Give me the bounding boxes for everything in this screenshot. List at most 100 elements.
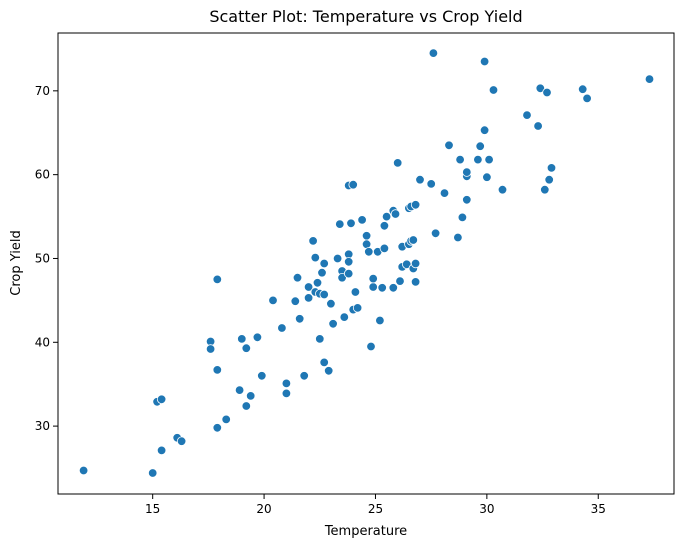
data-point-34: [315, 334, 325, 344]
data-point-38: [319, 258, 329, 269]
data-point-24: [290, 296, 301, 306]
data-point-30: [308, 236, 318, 246]
data-point-29: [303, 293, 314, 303]
data-point-92: [444, 140, 454, 151]
data-point-46: [337, 273, 347, 283]
data-point-41: [326, 299, 336, 309]
data-point-8: [205, 344, 216, 354]
data-point-4: [156, 445, 167, 456]
data-point-65: [375, 315, 385, 326]
data-point-11: [212, 423, 223, 433]
data-point-61: [366, 341, 376, 352]
data-point-19: [257, 371, 267, 381]
data-point-104: [484, 154, 494, 165]
data-point-50: [344, 257, 354, 267]
y-tick-label: 30: [35, 419, 50, 433]
data-point-90: [430, 228, 441, 239]
data-point-27: [299, 371, 309, 381]
x-tick-label: 35: [591, 502, 606, 516]
data-point-12: [221, 414, 231, 425]
data-point-88: [426, 179, 436, 189]
data-point-18: [252, 332, 263, 343]
data-point-25: [292, 273, 303, 283]
data-points: [78, 48, 655, 478]
data-point-47: [339, 312, 350, 322]
data-point-98: [462, 167, 472, 177]
data-point-108: [533, 121, 543, 131]
data-point-60: [364, 247, 374, 257]
data-point-95: [457, 212, 468, 223]
x-tick-label: 20: [256, 502, 271, 516]
data-point-17: [245, 391, 256, 401]
data-point-93: [453, 232, 463, 243]
data-point-87: [415, 174, 425, 185]
data-point-51: [344, 268, 354, 279]
data-point-116: [644, 74, 655, 84]
data-point-99: [473, 154, 483, 165]
data-point-67: [379, 243, 390, 254]
x-tick-label: 15: [145, 502, 160, 516]
y-tick-label: 40: [35, 335, 50, 349]
data-point-33: [312, 278, 323, 288]
data-point-23: [281, 388, 292, 399]
data-point-37: [319, 357, 329, 368]
chart-title: Scatter Plot: Temperature vs Crop Yield: [209, 7, 522, 26]
data-point-89: [428, 48, 439, 58]
y-axis-label: Crop Yield: [9, 230, 24, 295]
data-point-84: [410, 200, 421, 210]
data-point-70: [388, 283, 399, 293]
x-axis-ticks: 15 20 25 30 35: [145, 494, 606, 516]
data-point-56: [352, 303, 363, 313]
data-point-96: [462, 195, 472, 205]
data-point-62: [368, 282, 378, 292]
data-point-28: [303, 282, 314, 292]
data-point-13: [234, 385, 245, 395]
data-point-110: [540, 184, 550, 195]
data-point-63: [368, 273, 378, 284]
data-point-36: [317, 268, 327, 278]
data-point-15: [241, 343, 252, 353]
data-point-40: [324, 366, 334, 376]
data-point-20: [268, 295, 278, 306]
x-tick-label: 30: [479, 502, 494, 516]
data-point-85: [410, 258, 421, 269]
data-point-58: [361, 231, 372, 241]
data-point-102: [479, 56, 490, 67]
data-point-10: [212, 274, 223, 285]
data-point-52: [346, 218, 356, 229]
data-point-26: [295, 314, 305, 324]
data-point-101: [479, 125, 490, 135]
data-point-94: [455, 154, 465, 165]
data-point-86: [410, 277, 421, 287]
data-point-73: [393, 158, 403, 168]
data-point-112: [544, 174, 554, 185]
data-point-83: [408, 235, 419, 245]
data-point-72: [390, 209, 401, 219]
data-point-21: [277, 323, 287, 333]
data-point-114: [578, 84, 588, 94]
data-point-22: [281, 378, 292, 389]
data-point-107: [522, 110, 532, 120]
data-point-105: [488, 85, 499, 95]
y-axis-ticks: 30 40 50 60 70: [35, 84, 58, 433]
data-point-9: [212, 365, 223, 375]
data-point-16: [241, 401, 252, 411]
y-tick-label: 70: [35, 84, 50, 98]
data-point-111: [542, 87, 552, 98]
x-tick-label: 25: [368, 502, 383, 516]
data-point-57: [357, 215, 367, 225]
plot-frame: [57, 32, 675, 495]
data-point-31: [310, 252, 321, 263]
x-axis-label: Temperature: [324, 524, 407, 539]
y-tick-label: 50: [35, 251, 50, 265]
data-point-42: [328, 319, 338, 329]
data-point-66: [377, 283, 387, 293]
data-point-53: [348, 179, 358, 190]
data-point-6: [176, 436, 187, 446]
data-point-55: [350, 287, 361, 297]
data-point-44: [335, 219, 345, 229]
data-point-39: [319, 289, 329, 300]
data-point-43: [332, 253, 343, 264]
data-point-69: [381, 211, 392, 222]
